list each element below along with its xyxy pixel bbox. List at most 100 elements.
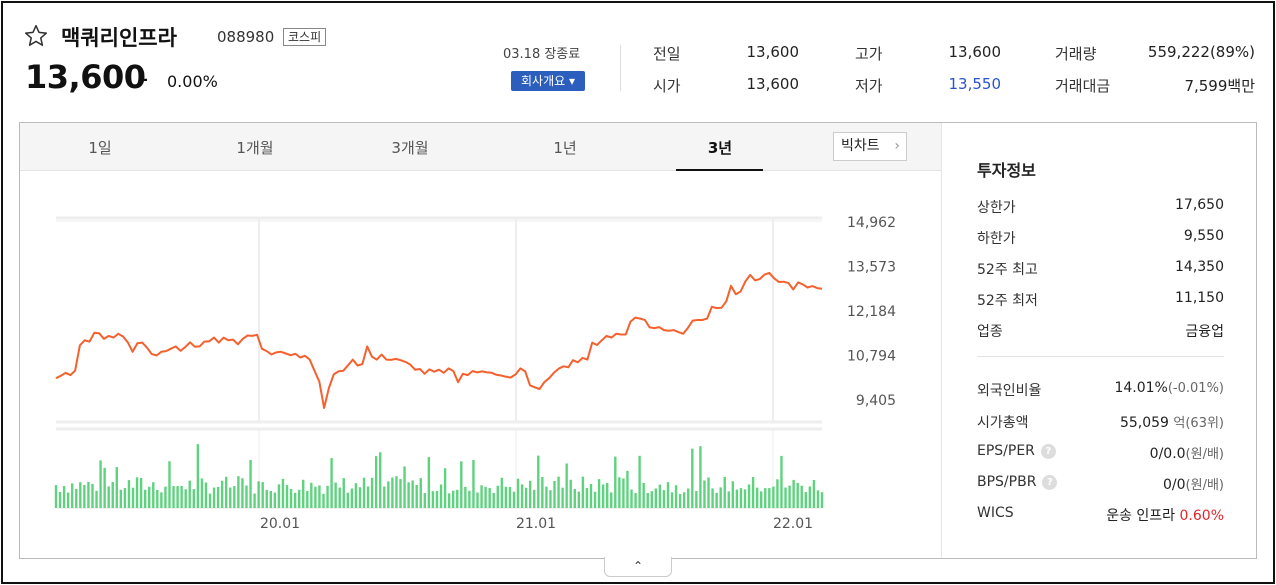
volume-bar bbox=[768, 488, 771, 508]
volume-bar bbox=[342, 478, 345, 508]
volume-bar bbox=[233, 486, 236, 508]
active-tab-underline bbox=[676, 169, 763, 171]
volume-bar bbox=[553, 480, 556, 508]
volume-bar bbox=[642, 482, 645, 508]
volume-bar bbox=[537, 455, 540, 508]
collapse-button[interactable]: ⌃ bbox=[604, 557, 672, 577]
tab-3month[interactable]: 3개월 bbox=[391, 139, 429, 157]
tab-1year[interactable]: 1년 bbox=[553, 139, 577, 157]
star-icon[interactable] bbox=[23, 23, 49, 49]
tab-1day[interactable]: 1일 bbox=[88, 139, 112, 157]
volume-bar bbox=[220, 480, 224, 508]
volume-bar bbox=[379, 452, 382, 508]
volume-bar bbox=[289, 488, 293, 508]
x-tick-label: 22.01 bbox=[773, 516, 813, 532]
change-percent: 0.00% bbox=[167, 72, 218, 91]
volume-bar bbox=[638, 455, 641, 508]
market-cap-label: 시가총액 bbox=[977, 415, 1029, 431]
high-label: 고가 bbox=[855, 45, 883, 63]
volume-bar bbox=[62, 486, 66, 508]
volume-bar bbox=[800, 485, 803, 508]
volume-bar bbox=[281, 478, 285, 508]
volume-bar bbox=[431, 491, 435, 508]
volume-bar bbox=[581, 476, 585, 508]
volume-bar bbox=[123, 488, 127, 508]
prev-close-label: 전일 bbox=[653, 45, 681, 63]
volume-bar bbox=[330, 458, 333, 508]
volume-bar bbox=[427, 457, 431, 508]
volume-bar bbox=[658, 484, 662, 508]
volume-bar bbox=[780, 455, 783, 508]
big-chart-button[interactable]: 빅차트 › bbox=[833, 132, 907, 161]
volume-bar bbox=[79, 482, 82, 508]
volume-bar bbox=[464, 486, 467, 508]
low52-label: 52주 최저 bbox=[977, 293, 1038, 309]
bps-pbr-text: BPS/PBR bbox=[977, 474, 1037, 490]
volume-bar bbox=[338, 487, 341, 508]
company-overview-button[interactable]: 회사개요 ▾ bbox=[511, 71, 585, 91]
volume-bar bbox=[646, 493, 649, 508]
volume-bar bbox=[593, 491, 597, 508]
volume-bar bbox=[796, 482, 799, 508]
volume-bar bbox=[66, 492, 70, 508]
volume-bar bbox=[229, 487, 232, 508]
volume-bar bbox=[751, 477, 755, 508]
volume-bar bbox=[719, 487, 722, 508]
volume-bar bbox=[350, 488, 354, 508]
industry-value[interactable]: 금융업 bbox=[1185, 324, 1224, 340]
wics-label: WICS bbox=[977, 505, 1014, 521]
volume-bar bbox=[253, 493, 256, 508]
high52-label: 52주 최고 bbox=[977, 262, 1038, 278]
volume-bar bbox=[533, 489, 536, 508]
bps-pbr-unit: (원/배) bbox=[1185, 478, 1224, 493]
volume-bar bbox=[143, 489, 147, 508]
high52-value: 14,350 bbox=[1175, 259, 1224, 275]
volume-bar bbox=[119, 489, 123, 508]
wics-value[interactable]: 운송 인프라 0.60% bbox=[1106, 505, 1224, 525]
volume-bar bbox=[241, 478, 244, 508]
tab-3year[interactable]: 3년 bbox=[707, 139, 733, 157]
help-icon[interactable]: ? bbox=[1040, 444, 1056, 459]
volume-bar bbox=[622, 478, 625, 508]
volume-bar bbox=[435, 490, 439, 508]
price-chart[interactable]: 14,962 13,573 12,184 10,794 9,405 20.01 21.01 2… bbox=[20, 172, 941, 558]
volume-bar bbox=[111, 481, 114, 508]
volume-bar bbox=[808, 486, 812, 508]
volume-bar bbox=[411, 480, 414, 508]
volume-bar bbox=[326, 485, 329, 508]
market-badge: 코스피 bbox=[283, 28, 327, 46]
big-chart-label: 빅차트 bbox=[841, 138, 880, 154]
bps-pbr: 0/0 bbox=[1163, 477, 1186, 493]
volume-bar bbox=[374, 456, 378, 508]
foreign-ratio-change: (-0.01%) bbox=[1167, 381, 1224, 396]
y-tick-label: 14,962 bbox=[847, 215, 896, 231]
volume-bar bbox=[184, 489, 187, 508]
volume-bar bbox=[208, 493, 212, 508]
volume-bar bbox=[216, 486, 220, 508]
volume-bar bbox=[492, 492, 495, 508]
volume-bar bbox=[707, 477, 710, 508]
market-status: 03.18 장종료 bbox=[503, 47, 581, 62]
volume-bar bbox=[354, 483, 358, 508]
volume-bar bbox=[249, 459, 252, 508]
chevron-right-icon: › bbox=[894, 138, 900, 154]
volume-bar bbox=[188, 480, 191, 508]
volume-bar bbox=[168, 461, 171, 508]
volume-bar bbox=[391, 477, 394, 508]
volume-bar bbox=[674, 485, 678, 508]
volume-bar bbox=[630, 489, 633, 508]
period-tabs: 1일 1개월 3개월 1년 3년 빅차트 › bbox=[20, 123, 941, 171]
volume-bar bbox=[731, 481, 735, 508]
volume-bar bbox=[747, 484, 751, 508]
volume-bar bbox=[776, 479, 779, 508]
volume-bar bbox=[496, 485, 499, 508]
volume-bar bbox=[488, 488, 491, 508]
trade-amount-value: 7,599백만 bbox=[1184, 77, 1255, 95]
volume-bar bbox=[297, 489, 301, 508]
help-icon[interactable]: ? bbox=[1042, 475, 1058, 490]
volume-bar bbox=[131, 487, 135, 508]
volume-bar bbox=[772, 486, 775, 508]
volume-bar bbox=[366, 486, 370, 508]
tab-1month[interactable]: 1개월 bbox=[236, 139, 274, 157]
